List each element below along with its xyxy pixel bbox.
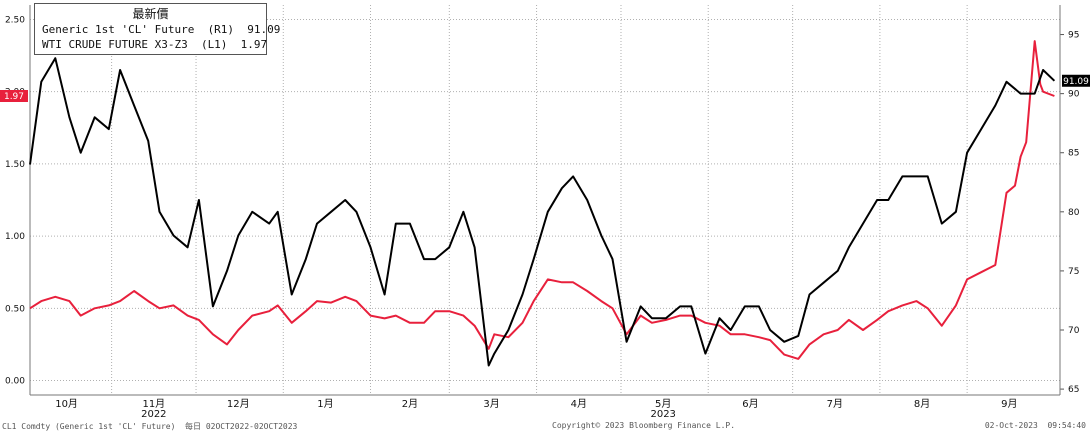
left-tick-label: 1.50 xyxy=(5,160,25,170)
legend-label-series2: WTI CRUDE FUTURE X3-Z3 (L1) 1.97 xyxy=(42,38,268,51)
left-last-value-text: 1.97 xyxy=(4,92,24,102)
left-tick-label: 0.00 xyxy=(5,377,25,387)
x-tick-label: 7月 xyxy=(827,398,843,410)
footer-timestamp: 02-Oct-2023 09:54:40 xyxy=(984,421,1086,430)
gridlines xyxy=(30,5,1060,395)
series-line-generic-cl xyxy=(29,57,1056,367)
right-tick-label: 70 xyxy=(1068,326,1080,336)
x-tick-label: 3月 xyxy=(483,398,499,410)
right-tick-label: 95 xyxy=(1068,31,1079,41)
legend-entry-series1: Generic 1st 'CL' Future (R1) 91.09 xyxy=(35,22,280,37)
legend-label-series1: Generic 1st 'CL' Future (R1) 91.09 xyxy=(42,23,281,36)
right-tick-label: 90 xyxy=(1068,90,1080,100)
value-tags: 1.97 91.09 xyxy=(0,74,1090,102)
x-tick-label: 4月 xyxy=(571,398,587,410)
x-year-label: 2022 xyxy=(141,409,166,420)
right-tick-label: 75 xyxy=(1068,267,1079,277)
x-year-label: 2023 xyxy=(650,409,675,420)
x-tick-label: 8月 xyxy=(914,398,930,410)
left-tick-label: 0.50 xyxy=(5,304,25,314)
right-tick-label: 80 xyxy=(1068,208,1080,218)
x-tick-label: 11月 xyxy=(142,398,165,410)
x-tick-label: 9月 xyxy=(1001,398,1017,410)
x-tick-label: 6月 xyxy=(742,398,758,410)
legend: 最新價 Generic 1st 'CL' Future (R1) 91.09 W… xyxy=(34,3,280,55)
series-lines xyxy=(29,40,1056,367)
x-tick-label: 2月 xyxy=(402,398,418,410)
footer-source: CL1 Comdty (Generic 1st 'CL' Future) 每日 … xyxy=(2,422,298,431)
legend-entry-series2: WTI CRUDE FUTURE X3-Z3 (L1) 1.97 xyxy=(35,37,268,52)
left-last-value-tag xyxy=(0,90,28,102)
x-tick-label: 10月 xyxy=(55,398,78,410)
right-tick-label: 65 xyxy=(1068,385,1079,395)
left-tick-label: 2.50 xyxy=(5,15,25,25)
series-line-wti-spread xyxy=(29,40,1055,360)
footer-copyright: Copyright© 2023 Bloomberg Finance L.P. xyxy=(552,421,736,430)
right-tick-label: 85 xyxy=(1068,149,1079,159)
plot-background xyxy=(30,5,1060,395)
right-last-value-text: 91.09 xyxy=(1063,77,1089,87)
right-last-value-tag xyxy=(1062,74,1090,87)
x-tick-label: 12月 xyxy=(227,398,250,410)
left-tick-label: 1.00 xyxy=(5,232,25,242)
x-tick-label: 1月 xyxy=(317,398,333,410)
x-tick-label: 5月 xyxy=(655,398,671,410)
legend-title: 最新價 xyxy=(132,7,169,21)
